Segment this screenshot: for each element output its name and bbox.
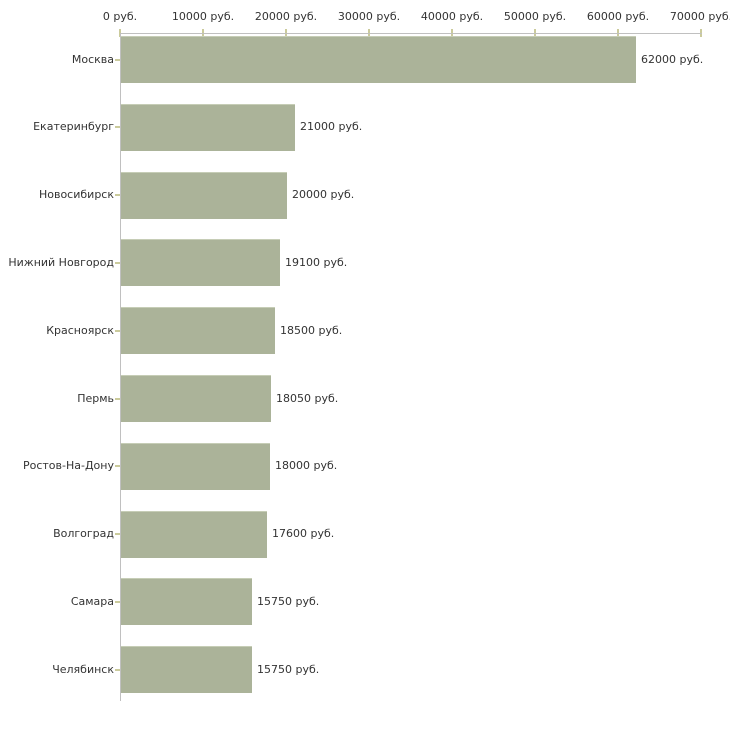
value-label: 17600 руб. [272, 527, 335, 541]
category-label: Волгоград [53, 527, 114, 541]
x-axis-line [120, 33, 702, 34]
x-tick-label: 40000 руб. [420, 10, 484, 23]
category-label: Челябинск [52, 662, 114, 676]
bar [121, 375, 271, 422]
category-label: Москва [71, 52, 114, 66]
x-tick-label: 10000 руб. [171, 10, 235, 23]
bar [121, 646, 252, 694]
x-tick-label: 60000 руб. [586, 10, 650, 23]
y-tick-mark [115, 329, 120, 332]
value-label: 19100 руб. [285, 255, 348, 269]
x-tick-label: 50000 руб. [503, 10, 567, 23]
bar [121, 578, 252, 626]
bar [121, 307, 275, 355]
bar [121, 103, 295, 151]
value-label: 15750 руб. [257, 594, 320, 608]
category-label: Самара [70, 594, 114, 608]
y-tick-mark [115, 465, 120, 468]
y-tick-mark [115, 194, 120, 197]
value-label: 18500 руб. [280, 323, 343, 337]
y-tick-mark [115, 668, 120, 671]
y-tick-mark [115, 600, 120, 603]
value-label: 21000 руб. [300, 120, 363, 134]
bar [121, 239, 280, 287]
y-tick-mark [115, 533, 120, 536]
category-label: Нижний Новгород [8, 255, 114, 269]
bar [121, 442, 270, 490]
category-label: Екатеринбург [33, 120, 114, 134]
y-tick-mark [115, 126, 120, 129]
value-label: 62000 руб. [641, 52, 704, 66]
value-label: 20000 руб. [292, 188, 355, 202]
bar [121, 171, 287, 219]
x-tick-label: 20000 руб. [254, 10, 318, 23]
value-label: 18050 руб. [276, 391, 339, 405]
y-axis-line [120, 33, 121, 701]
bar [121, 510, 267, 558]
category-label: Новосибирск [38, 188, 114, 202]
x-tick-label: 70000 руб. [669, 10, 730, 23]
category-label: Красноярск [46, 323, 114, 337]
bar [121, 36, 636, 83]
category-label: Пермь [77, 391, 114, 405]
x-tick-label: 30000 руб. [337, 10, 401, 23]
x-tick-label: 0 руб. [102, 10, 138, 23]
y-tick-mark [115, 58, 120, 61]
y-tick-mark [115, 397, 120, 400]
value-label: 18000 руб. [275, 459, 338, 473]
value-label: 15750 руб. [257, 662, 320, 676]
y-tick-mark [115, 261, 120, 264]
category-label: Ростов-На-Дону [22, 459, 114, 473]
